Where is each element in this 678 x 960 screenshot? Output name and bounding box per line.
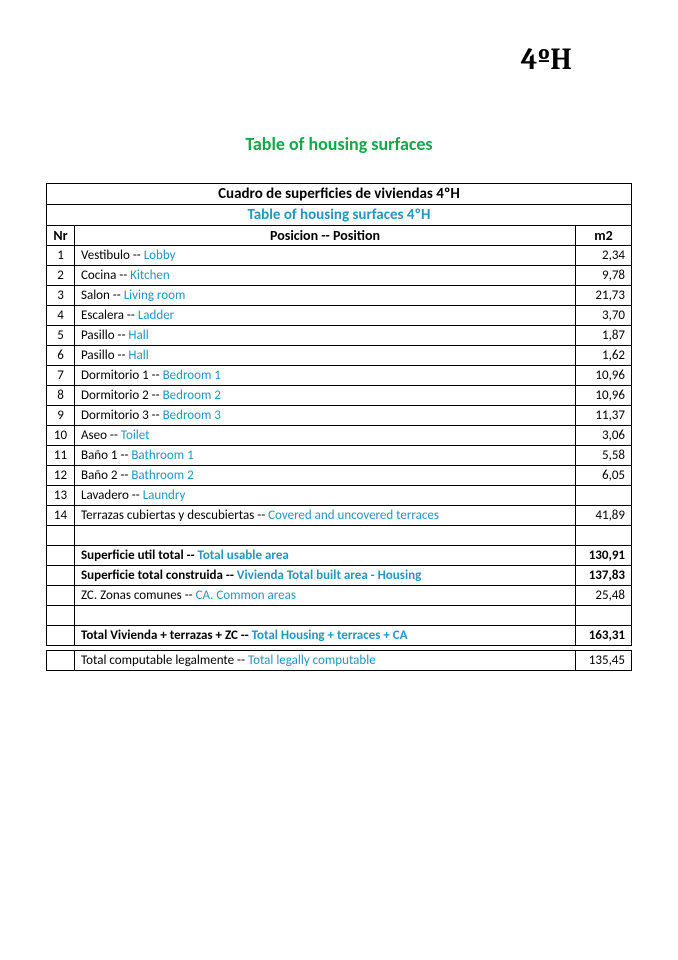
cell-m2: 25,48 (576, 586, 632, 606)
table-row: 3Salon -- Living room21,73 (47, 286, 632, 306)
table-row: 13Lavadero -- Laundry (47, 486, 632, 506)
cell-position: Total computable legalmente -- Total leg… (75, 651, 576, 671)
cell-position: Total Vivienda + terrazas + ZC -- Total … (75, 626, 576, 646)
cell-m2: 10,96 (576, 386, 632, 406)
cell-nr: 6 (47, 346, 75, 366)
table-row: 4Escalera -- Ladder3,70 (47, 306, 632, 326)
table-row: 11Baño 1 -- Bathroom 15,58 (47, 446, 632, 466)
summary-row: Superficie util total -- Total usable ar… (47, 546, 632, 566)
cell-nr: 12 (47, 466, 75, 486)
cell-position: Dormitorio 2 -- Bedroom 2 (75, 386, 576, 406)
cell-position: Aseo -- Toilet (75, 426, 576, 446)
unit-label: 4ºH (46, 0, 632, 77)
cell-position: Superficie util total -- Total usable ar… (75, 546, 576, 566)
cell-m2: 21,73 (576, 286, 632, 306)
spacer-row (47, 606, 632, 626)
cell-m2: 5,58 (576, 446, 632, 466)
col-header-nr: Nr (47, 226, 75, 246)
cell-nr: 9 (47, 406, 75, 426)
cell-position: Dormitorio 3 -- Bedroom 3 (75, 406, 576, 426)
table-row: 6Pasillo -- Hall1,62 (47, 346, 632, 366)
cell-position: Superficie total construida -- Vivienda … (75, 566, 576, 586)
cell-m2: 1,62 (576, 346, 632, 366)
cell-position: Pasillo -- Hall (75, 326, 576, 346)
cell-nr: 1 (47, 246, 75, 266)
table-row: 1Vestibulo -- Lobby2,34 (47, 246, 632, 266)
cell-m2: 1,87 (576, 326, 632, 346)
legal-row: Total computable legalmente -- Total leg… (47, 651, 632, 671)
cell-position: Cocina -- Kitchen (75, 266, 576, 286)
cell-position: Baño 2 -- Bathroom 2 (75, 466, 576, 486)
cell-position: Salon -- Living room (75, 286, 576, 306)
cell-nr: 5 (47, 326, 75, 346)
cell-nr: 2 (47, 266, 75, 286)
cell-nr (47, 626, 75, 646)
cell-nr: 4 (47, 306, 75, 326)
cell-nr: 3 (47, 286, 75, 306)
cell-nr: 10 (47, 426, 75, 446)
cell-position: Escalera -- Ladder (75, 306, 576, 326)
cell-nr: 14 (47, 506, 75, 526)
summary-row: Superficie total construida -- Vivienda … (47, 566, 632, 586)
summary-row: ZC. Zonas comunes -- CA. Common areas25,… (47, 586, 632, 606)
cell-m2: 130,91 (576, 546, 632, 566)
cell-m2: 3,70 (576, 306, 632, 326)
cell-nr (47, 586, 75, 606)
cell-m2: 10,96 (576, 366, 632, 386)
cell-nr: 13 (47, 486, 75, 506)
cell-m2: 3,06 (576, 426, 632, 446)
cell-m2: 11,37 (576, 406, 632, 426)
table-row: 10Aseo -- Toilet3,06 (47, 426, 632, 446)
cell-position: Dormitorio 1 -- Bedroom 1 (75, 366, 576, 386)
table-header-en: Table of housing surfaces 4ºH (47, 205, 632, 226)
cell-nr (47, 546, 75, 566)
page-title: Table of housing surfaces (46, 133, 632, 155)
legal-table: Total computable legalmente -- Total leg… (46, 650, 632, 671)
cell-m2: 2,34 (576, 246, 632, 266)
spacer-row (47, 526, 632, 546)
surfaces-table: Cuadro de superficies de viviendas 4ºHTa… (46, 183, 632, 646)
cell-nr (47, 566, 75, 586)
cell-m2 (576, 486, 632, 506)
cell-position: Pasillo -- Hall (75, 346, 576, 366)
table-row: 2Cocina -- Kitchen9,78 (47, 266, 632, 286)
total-row: Total Vivienda + terrazas + ZC -- Total … (47, 626, 632, 646)
cell-m2: 9,78 (576, 266, 632, 286)
table-row: 12Baño 2 -- Bathroom 26,05 (47, 466, 632, 486)
table-row: 9Dormitorio 3 -- Bedroom 311,37 (47, 406, 632, 426)
cell-position: Lavadero -- Laundry (75, 486, 576, 506)
cell-nr: 8 (47, 386, 75, 406)
col-header-position: Posicion -- Position (75, 226, 576, 246)
table-row: 5Pasillo -- Hall1,87 (47, 326, 632, 346)
table-row: 8Dormitorio 2 -- Bedroom 210,96 (47, 386, 632, 406)
cell-position: ZC. Zonas comunes -- CA. Common areas (75, 586, 576, 606)
table-row: 14Terrazas cubiertas y descubiertas -- C… (47, 506, 632, 526)
cell-m2: 163,31 (576, 626, 632, 646)
cell-m2: 41,89 (576, 506, 632, 526)
cell-m2: 137,83 (576, 566, 632, 586)
cell-m2: 135,45 (576, 651, 632, 671)
cell-nr: 11 (47, 446, 75, 466)
cell-nr (47, 651, 75, 671)
cell-position: Terrazas cubiertas y descubiertas -- Cov… (75, 506, 576, 526)
table-row: 7Dormitorio 1 -- Bedroom 110,96 (47, 366, 632, 386)
table-header-es: Cuadro de superficies de viviendas 4ºH (47, 184, 632, 205)
col-header-m2: m2 (576, 226, 632, 246)
cell-position: Vestibulo -- Lobby (75, 246, 576, 266)
cell-nr: 7 (47, 366, 75, 386)
cell-position: Baño 1 -- Bathroom 1 (75, 446, 576, 466)
document-page: 4ºH Table of housing surfaces Cuadro de … (0, 0, 678, 960)
cell-m2: 6,05 (576, 466, 632, 486)
